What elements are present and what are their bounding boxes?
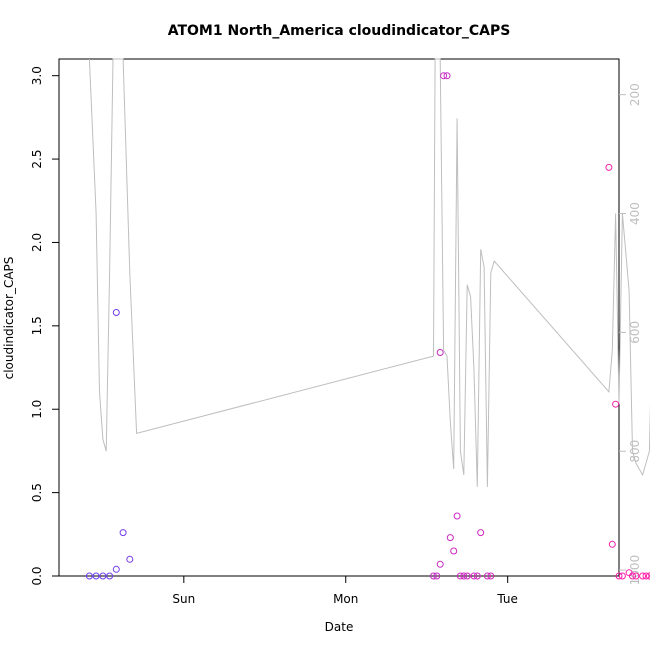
data-point-14 <box>446 534 454 542</box>
data-point-12 <box>440 72 448 80</box>
data-point-26 <box>608 540 616 548</box>
y2-tick-label-2: 600 <box>628 321 642 344</box>
x-axis: Sun Mon Tue <box>172 576 518 606</box>
data-point-34 <box>642 572 650 580</box>
data-point-15 <box>450 547 458 555</box>
data-point-2 <box>99 572 107 580</box>
x-axis-label: Date <box>325 620 354 634</box>
data-point-33 <box>639 572 647 580</box>
pressure-line-0 <box>88 58 650 487</box>
data-point-7 <box>126 555 134 563</box>
data-point-3 <box>106 572 114 580</box>
y-tick-label-6: 3.0 <box>30 66 44 85</box>
data-point-23 <box>483 572 491 580</box>
data-point-6 <box>119 529 127 537</box>
data-point-27 <box>612 400 620 408</box>
data-point-13 <box>443 72 451 80</box>
data-point-0 <box>85 572 93 580</box>
data-point-21 <box>473 572 481 580</box>
data-point-5 <box>112 309 120 316</box>
data-point-29 <box>618 572 626 580</box>
chart-title: ATOM1 North_America cloudindicator_CAPS <box>168 23 511 39</box>
data-point-28 <box>615 572 623 580</box>
data-point-11 <box>436 349 444 356</box>
x-tick-label-2: Tue <box>496 592 518 606</box>
data-point-1 <box>92 572 100 580</box>
data-point-35 <box>645 572 650 580</box>
y-tick-label-0: 0.0 <box>30 566 44 585</box>
y2-tick-label-0: 200 <box>628 83 642 106</box>
y-axis: 0.0 0.5 1.0 1.5 2.0 2.5 3.0 <box>30 66 59 586</box>
y-axis-label: cloudindicator_CAPS <box>2 257 16 380</box>
data-point-20 <box>470 572 478 580</box>
data-point-9 <box>433 572 441 580</box>
y-tick-label-3: 1.5 <box>30 316 44 335</box>
pressure-line-layer <box>88 58 650 487</box>
data-point-22 <box>477 529 485 537</box>
data-point-25 <box>605 163 613 171</box>
data-point-17 <box>456 572 464 580</box>
data-point-10 <box>436 560 444 568</box>
y-tick-label-1: 0.5 <box>30 483 44 502</box>
data-point-4 <box>112 565 120 573</box>
plot-frame <box>58 58 620 577</box>
y2-tick-label-1: 400 <box>628 202 642 225</box>
data-point-24 <box>487 572 495 580</box>
data-point-18 <box>460 572 468 580</box>
y-tick-label-5: 2.5 <box>30 150 44 169</box>
y2-tick-label-3: 800 <box>628 440 642 463</box>
data-point-32 <box>632 572 640 580</box>
x-tick-label-0: Sun <box>172 592 195 606</box>
x-tick-label-1: Mon <box>333 592 358 606</box>
data-point-16 <box>453 512 461 520</box>
data-point-31 <box>629 572 636 580</box>
y-tick-label-4: 2.0 <box>30 233 44 252</box>
data-point-19 <box>463 572 471 580</box>
points-layer <box>85 72 650 580</box>
y-tick-label-2: 1.0 <box>30 400 44 419</box>
data-point-8 <box>430 572 437 580</box>
